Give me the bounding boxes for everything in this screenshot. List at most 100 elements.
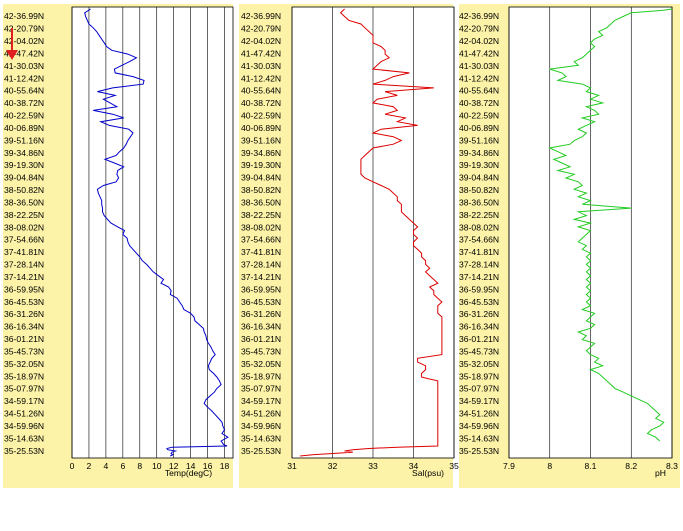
sal-lat-label: 39-04.84N <box>241 173 281 183</box>
temp-lat-label: 36-45.53N <box>4 297 44 307</box>
temp-lat-label: 35-25.53N <box>4 446 44 456</box>
ph-tick-label: 8.3 <box>666 461 678 471</box>
sal-tick-label: 32 <box>328 461 338 471</box>
arrow-down-icon <box>6 28 18 60</box>
sal-lat-label: 36-16.34N <box>241 322 281 332</box>
sal-panel: 42-36.99N 42-20.79N 42-04.02N 41-47.42N 41-3… <box>239 4 459 488</box>
sal-lat-label: 39-19.30N <box>241 160 281 170</box>
sal-lat-label: 35-07.97N <box>241 384 281 394</box>
sal-lat-label: 40-22.59N <box>241 111 281 121</box>
sal-lat-label: 37-28.14N <box>241 260 281 270</box>
ph-panel: 42-36.99N 42-20.79N 42-04.02N 41-47.42N 41-3… <box>459 4 680 488</box>
sal-tick-label: 31 <box>287 461 297 471</box>
ph-lat-label: 39-34.86N <box>459 148 499 158</box>
ph-tick-label: 8.1 <box>585 461 597 471</box>
sal-lat-label: 39-34.86N <box>241 148 281 158</box>
temp-lat-label: 40-22.59N <box>4 111 44 121</box>
sal-lat-label: 35-45.73N <box>241 346 281 356</box>
temp-lat-label: 42-36.99N <box>4 11 44 21</box>
temp-lat-label: 42-20.79N <box>4 24 44 34</box>
ph-lat-label: 38-22.25N <box>459 210 499 220</box>
ph-lat-label: 35-18.97N <box>459 371 499 381</box>
temp-lat-label: 39-51.16N <box>4 135 44 145</box>
sal-lat-label: 34-59.96N <box>241 421 281 431</box>
ph-lat-label: 35-45.73N <box>459 346 499 356</box>
temp-tick-label: 2 <box>87 461 92 471</box>
temp-lat-label: 36-31.26N <box>4 309 44 319</box>
sal-lat-label: 38-36.50N <box>241 197 281 207</box>
sal-lat-label: 40-38.72N <box>241 98 281 108</box>
temp-lat-label: 37-14.21N <box>4 272 44 282</box>
ph-lat-label: 42-20.79N <box>459 24 499 34</box>
ph-profile-line <box>548 8 673 442</box>
ph-lat-label: 36-16.34N <box>459 322 499 332</box>
ph-lat-label: 37-54.66N <box>459 235 499 245</box>
sal-tick-label: 35 <box>449 461 459 471</box>
sal-lat-label: 37-14.21N <box>241 272 281 282</box>
temp-tick-label: 0 <box>70 461 75 471</box>
sal-lat-label: 35-32.05N <box>241 359 281 369</box>
ph-lat-label: 38-36.50N <box>459 197 499 207</box>
ph-lat-label: 36-59.95N <box>459 284 499 294</box>
ph-lat-label: 41-12.42N <box>459 73 499 83</box>
temp-lat-label: 37-41.81N <box>4 247 44 257</box>
temp-lat-label: 39-34.86N <box>4 148 44 158</box>
temp-tick-label: 10 <box>152 461 162 471</box>
ph-lat-label: 38-50.82N <box>459 185 499 195</box>
ph-lat-label: 42-04.02N <box>459 36 499 46</box>
sal-lat-label: 41-30.03N <box>241 61 281 71</box>
temp-tick-label: 18 <box>220 461 230 471</box>
temp-lat-label: 34-51.26N <box>4 409 44 419</box>
temp-lat-label: 41-30.03N <box>4 61 44 71</box>
sal-lat-label: 39-51.16N <box>241 135 281 145</box>
sal-lat-label: 42-20.79N <box>241 24 281 34</box>
temp-tick-label: 16 <box>203 461 213 471</box>
sal-lat-label: 36-31.26N <box>241 309 281 319</box>
ph-lat-label: 35-25.53N <box>459 446 499 456</box>
ph-lat-label: 36-31.26N <box>459 309 499 319</box>
ph-lat-label: 34-51.26N <box>459 409 499 419</box>
temp-lat-label: 35-45.73N <box>4 346 44 356</box>
sal-lat-label: 42-04.02N <box>241 36 281 46</box>
temp-lat-label: 42-04.02N <box>4 36 44 46</box>
temp-panel: 42-36.99N 42-20.79N 42-04.02N 41-47.42N 41-3… <box>3 4 234 488</box>
sal-lat-label: 41-12.42N <box>241 73 281 83</box>
sal-lat-label: 38-22.25N <box>241 210 281 220</box>
ph-lat-label: 36-01.21N <box>459 334 499 344</box>
temp-lat-label: 41-12.42N <box>4 73 44 83</box>
sal-lat-label: 34-51.26N <box>241 409 281 419</box>
temp-lat-label: 38-36.50N <box>4 197 44 207</box>
ph-lat-label: 41-47.42N <box>459 48 499 58</box>
temp-lat-label: 35-14.63N <box>4 433 44 443</box>
temp-tick-label: 14 <box>186 461 196 471</box>
temp-lat-label: 34-59.17N <box>4 396 44 406</box>
sal-lat-label: 38-50.82N <box>241 185 281 195</box>
ph-lat-label: 38-08.02N <box>459 222 499 232</box>
arrow-head <box>6 50 18 60</box>
sal-lat-label: 34-59.17N <box>241 396 281 406</box>
ph-lat-label: 35-14.63N <box>459 433 499 443</box>
sal-lat-label: 38-08.02N <box>241 222 281 232</box>
ph-tick-label: 8.2 <box>625 461 637 471</box>
sal-lat-label: 36-45.53N <box>241 297 281 307</box>
ph-lat-label: 35-32.05N <box>459 359 499 369</box>
sal-lat-label: 35-25.53N <box>241 446 281 456</box>
temp-tick-label: 8 <box>137 461 142 471</box>
temp-lat-label: 38-22.25N <box>4 210 44 220</box>
sal-lat-label: 37-54.66N <box>241 235 281 245</box>
sal-lat-label: 35-18.97N <box>241 371 281 381</box>
sal-axis-title: Sal(psu) <box>412 468 444 478</box>
sal-tick-label: 34 <box>409 461 419 471</box>
ph-lat-label: 40-06.89N <box>459 123 499 133</box>
temp-lat-label: 39-19.30N <box>4 160 44 170</box>
ph-tick-label: 7.9 <box>503 461 515 471</box>
sal-lat-label: 35-14.63N <box>241 433 281 443</box>
temp-lat-label: 36-59.95N <box>4 284 44 294</box>
temp-lat-label: 35-18.97N <box>4 371 44 381</box>
temp-profile-line <box>84 8 229 457</box>
temp-lat-label: 40-06.89N <box>4 123 44 133</box>
temp-lat-label: 39-04.84N <box>4 173 44 183</box>
temp-lat-label: 40-55.64N <box>4 86 44 96</box>
